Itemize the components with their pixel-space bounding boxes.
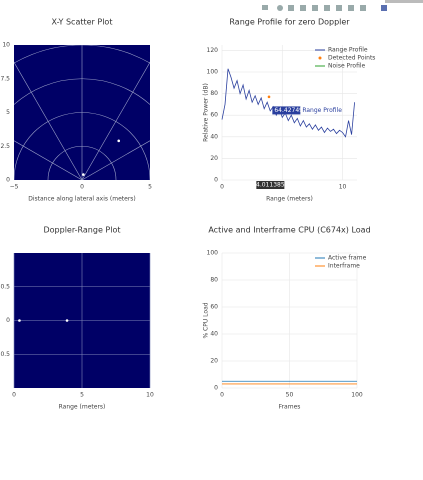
y-tick-label: 2.5 [0, 143, 10, 150]
hover-value: 64.42749 [274, 107, 303, 114]
point [117, 139, 121, 143]
lasso-icon[interactable] [312, 5, 318, 11]
y-tick-label: 60 [210, 304, 218, 311]
y-tick-label: 80 [210, 277, 218, 284]
y-tick-label: 0 [214, 177, 218, 184]
y-tick-label: 7.5 [0, 75, 10, 82]
legend-label: Range Profile [328, 47, 368, 54]
camera-icon[interactable] [262, 5, 268, 10]
y-axis-label: % CPU Load [203, 302, 210, 338]
y-tick-label: 40 [210, 133, 218, 140]
point [82, 173, 85, 176]
point [65, 319, 69, 322]
range-rings [14, 45, 150, 180]
y-tick-label: 0.5 [0, 283, 10, 290]
modebar [262, 5, 387, 11]
hover-x-box [256, 181, 285, 189]
x-tick-label: 0 [220, 392, 224, 399]
autoscale-icon[interactable] [348, 5, 354, 11]
zoom-icon[interactable] [277, 5, 283, 11]
y-tick-label: 60 [210, 112, 218, 119]
x-tick-label: 5 [80, 392, 84, 399]
x-tick-label: −5 [10, 184, 19, 191]
x-axis-label: Range (meters) [59, 404, 106, 411]
y-tick-label: −0.5 [0, 351, 10, 358]
point [267, 95, 271, 99]
x-tick-label: 0 [12, 392, 16, 399]
x-tick-label: 100 [351, 392, 363, 399]
angle-line [81, 140, 150, 180]
y-tick-label: 20 [210, 155, 218, 162]
legend-label: Noise Profile [328, 63, 366, 70]
pan-icon[interactable] [288, 5, 294, 11]
y-tick-label: 80 [210, 90, 218, 97]
scrollbar [385, 0, 423, 3]
y-tick-label: 5 [6, 109, 10, 116]
legend-marker [318, 56, 322, 60]
chart-title: Active and Interframe CPU (C674x) Load [208, 226, 370, 235]
line [221, 68, 355, 138]
legend-label: Detected Points [328, 55, 375, 62]
chart-title: Range Profile for zero Doppler [229, 18, 350, 27]
angle-line [81, 61, 150, 180]
y-tick-label: 0 [214, 385, 218, 392]
point [18, 319, 21, 322]
zoom-in-icon[interactable] [324, 5, 330, 11]
reset-icon[interactable] [360, 5, 366, 11]
y-tick-label: 100 [207, 250, 219, 257]
y-tick-label: 0 [6, 177, 10, 184]
legend-label: Active frame [328, 255, 367, 262]
x-tick-label: 5 [148, 184, 152, 191]
y-tick-label: 100 [207, 69, 219, 76]
y-axis-label: Relative Power (dB) [203, 83, 210, 142]
y-tick-label: 40 [210, 331, 218, 338]
y-tick-label: 120 [207, 47, 219, 54]
plotly-logo[interactable] [381, 5, 387, 11]
y-tick-label: 10 [2, 42, 10, 49]
x-tick-label: 50 [286, 392, 294, 399]
chart-title: Doppler-Range Plot [44, 226, 121, 235]
chart-title: X-Y Scatter Plot [52, 18, 113, 27]
legend-label: Interframe [328, 263, 360, 270]
x-axis-label: Distance along lateral axis (meters) [28, 196, 136, 203]
x-tick-label: 0 [80, 184, 84, 191]
x-tick-label: 10 [146, 392, 154, 399]
x-axis-label: Range (meters) [266, 196, 313, 203]
angle-line [14, 61, 83, 180]
x-axis-label: Frames [279, 404, 301, 411]
y-tick-label: 0 [6, 317, 10, 324]
zoom-out-icon[interactable] [336, 5, 342, 11]
angle-line [14, 140, 83, 180]
x-tick-label: 10 [339, 184, 347, 191]
hover-series: Range Profile [302, 107, 342, 114]
hover-box [272, 106, 301, 115]
hover-x-value: 4.011385 [256, 182, 285, 189]
x-tick-label: 0 [220, 184, 224, 191]
select-icon[interactable] [300, 5, 306, 11]
y-tick-label: 20 [210, 358, 218, 365]
